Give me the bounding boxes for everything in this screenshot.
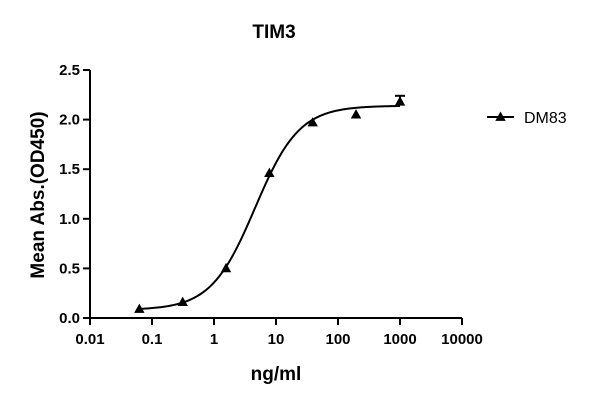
y-tick-label: 0.5 xyxy=(59,260,80,277)
fit-curve xyxy=(139,105,401,310)
x-tick-label: 0.01 xyxy=(75,331,104,348)
x-tick-label: 10 xyxy=(268,331,285,348)
data-points-layer xyxy=(134,94,406,313)
x-tick-label: 0.1 xyxy=(142,331,163,348)
x-tick-label: 1 xyxy=(210,331,218,348)
y-tick-label: 1.5 xyxy=(59,161,80,178)
x-tick-label: 1000 xyxy=(383,331,416,348)
y-axis-label: Mean Abs.(OD450) xyxy=(28,111,49,278)
data-point xyxy=(134,303,145,313)
legend-marker xyxy=(495,111,506,121)
x-tick-label: 10000 xyxy=(441,331,483,348)
x-axis-label: ng/ml xyxy=(251,364,302,385)
y-tick-label: 2.5 xyxy=(59,62,80,79)
data-point xyxy=(394,96,406,106)
legend-label: DM83 xyxy=(524,110,567,127)
fit-curve-layer xyxy=(139,105,401,310)
chart-title: TIM3 xyxy=(252,22,295,43)
y-tick-label: 0.0 xyxy=(59,310,80,327)
data-point xyxy=(350,109,362,119)
data-point xyxy=(307,117,318,127)
axes: 0.0 0.5 1.0 1.5 2.0 2.5 0.01 0.1 1 10 100 1000 10000 xyxy=(59,62,483,348)
x-tick-label: 100 xyxy=(325,331,350,348)
y-tick-label: 1.0 xyxy=(59,211,80,228)
y-tick-label: 2.0 xyxy=(59,112,80,129)
data-point xyxy=(177,296,188,306)
legend: DM83 xyxy=(487,110,567,127)
data-point xyxy=(220,262,232,273)
data-point xyxy=(264,167,275,178)
